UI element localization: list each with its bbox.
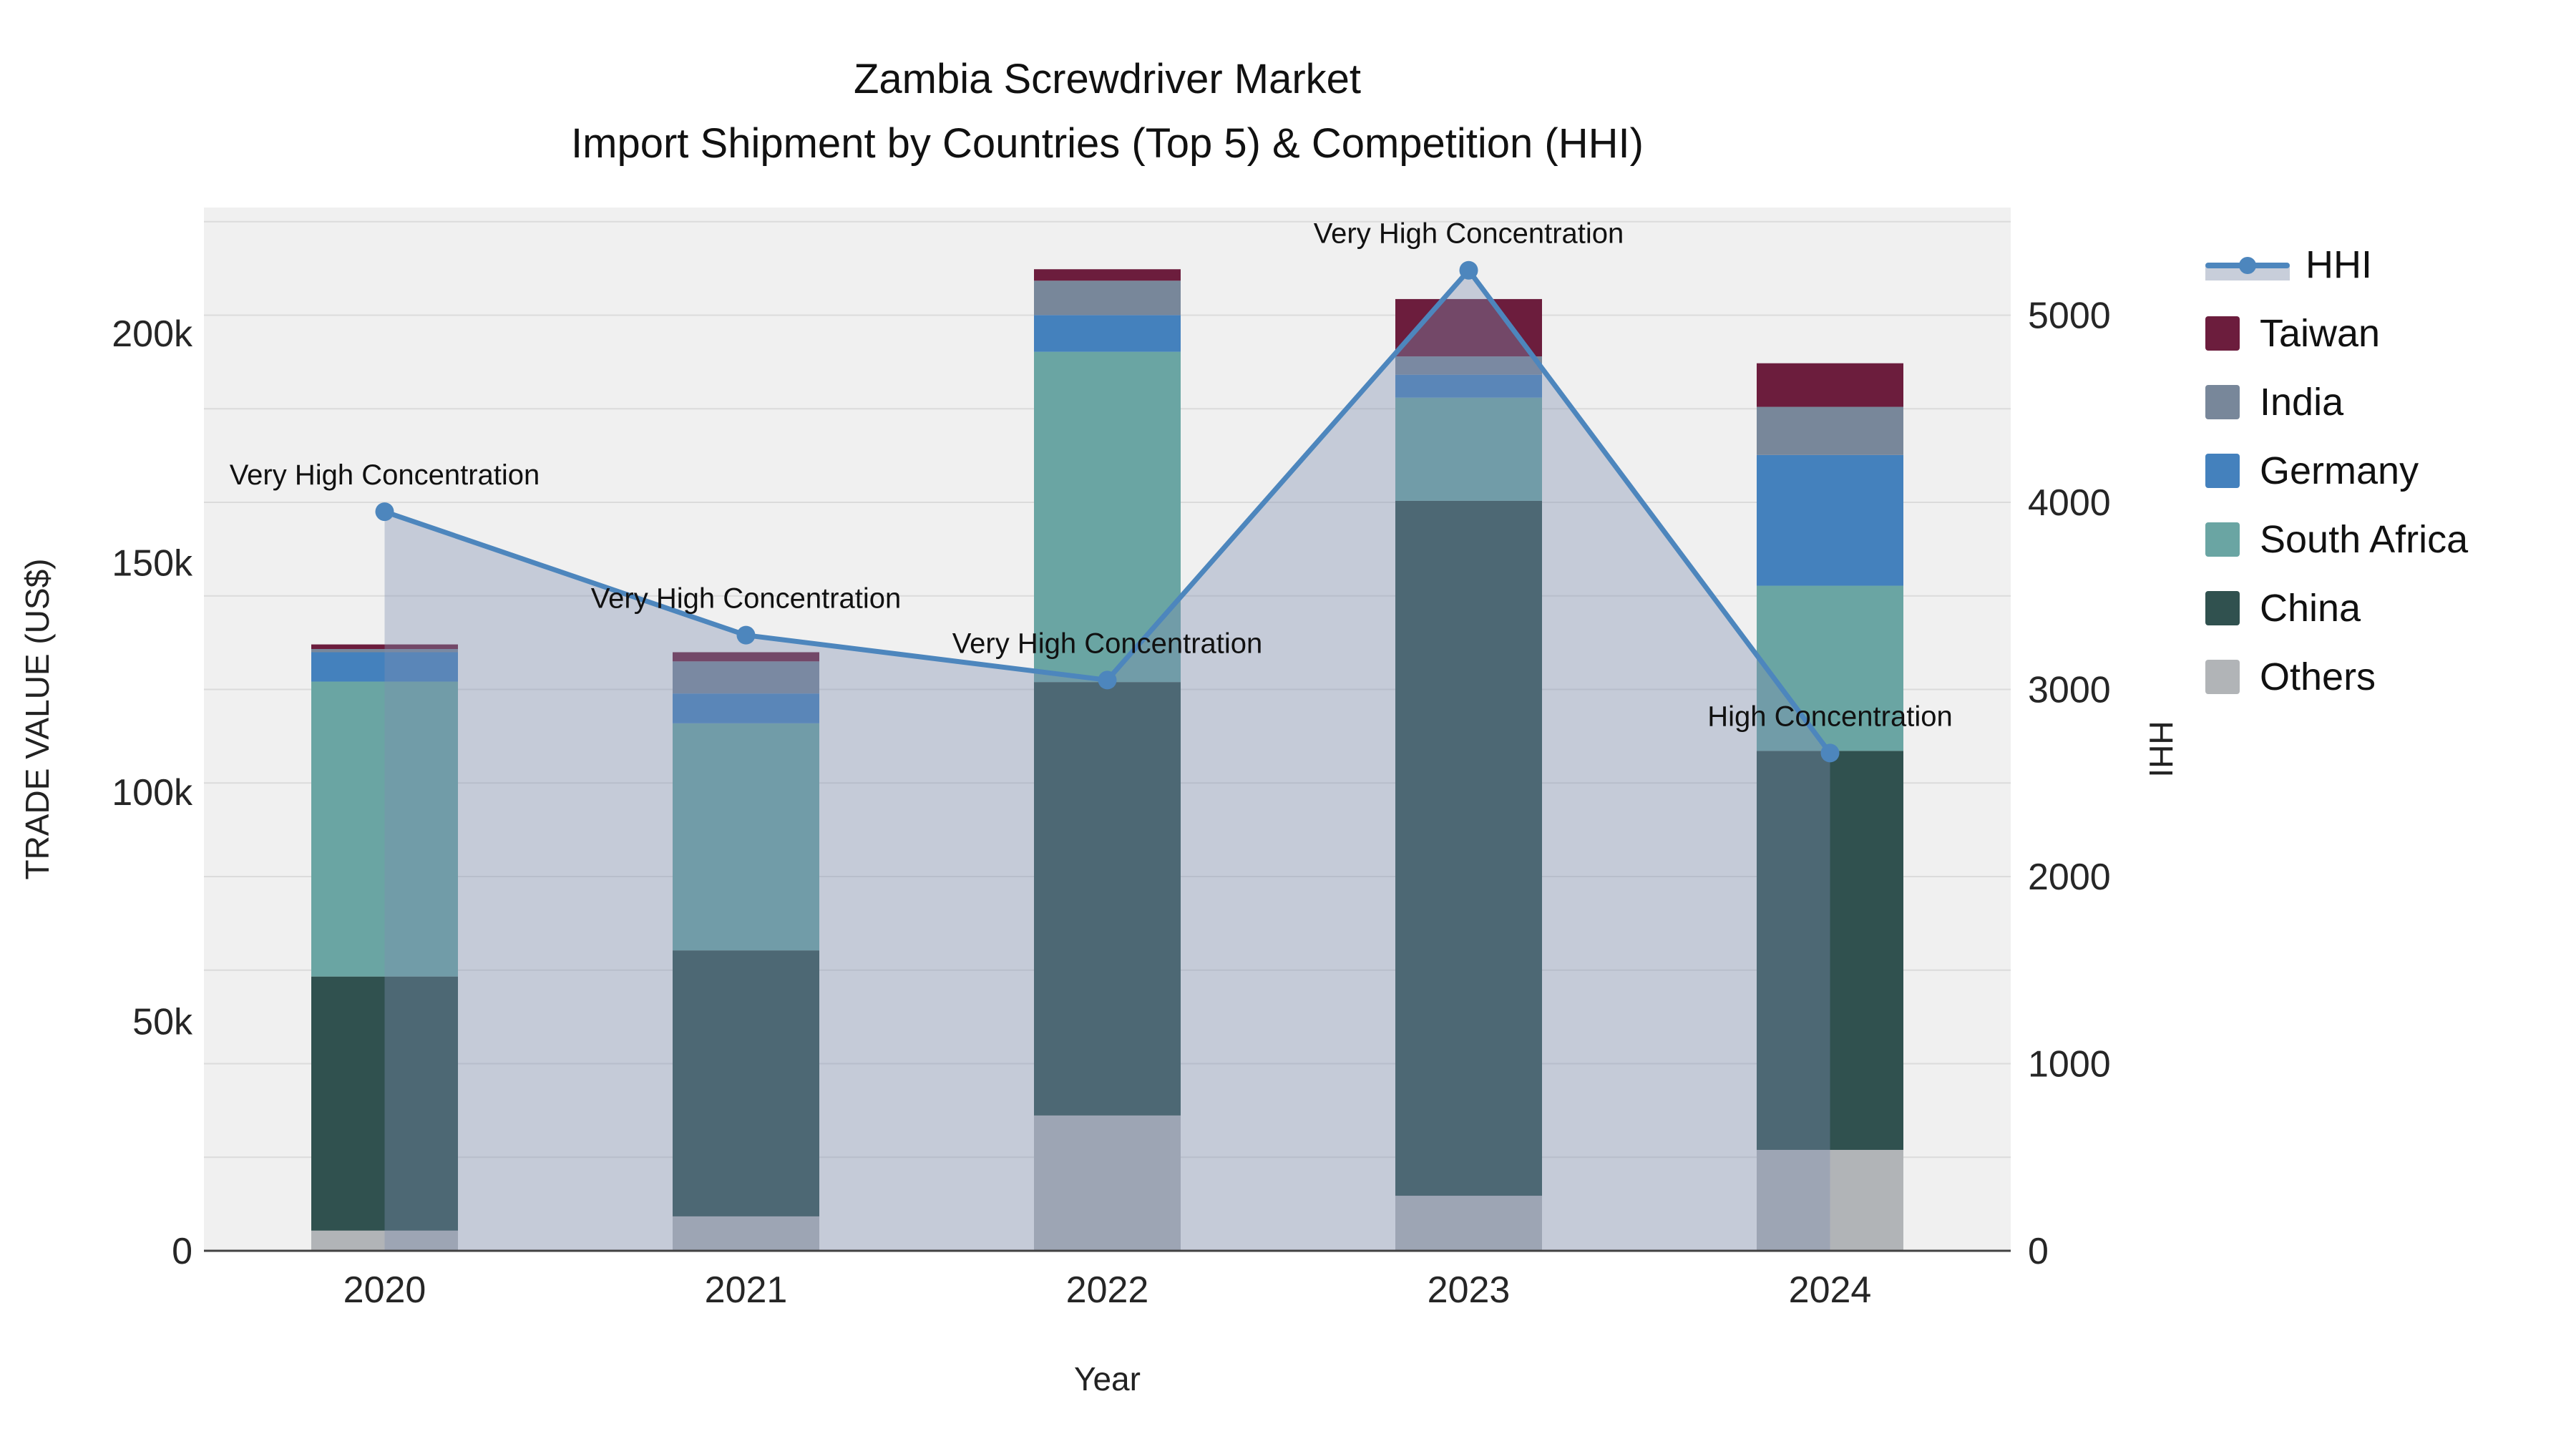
bar-segment-south-africa-2023 bbox=[1395, 397, 1542, 501]
legend-swatch-taiwan bbox=[2205, 316, 2240, 351]
bar-segment-india-2022 bbox=[1034, 280, 1181, 316]
legend: HHI Taiwan India Germany South Africa China Ot… bbox=[2205, 230, 2468, 711]
x-tick-2023: 2023 bbox=[1428, 1269, 1511, 1311]
legend-item-germany[interactable]: Germany bbox=[2205, 436, 2468, 505]
bar-segment-germany-2022 bbox=[1034, 315, 1181, 352]
legend-swatch-others bbox=[2205, 660, 2240, 694]
y-axis-title-right: HHI bbox=[2142, 721, 2180, 778]
bar-segment-india-2023 bbox=[1395, 356, 1542, 375]
legend-item-india[interactable]: India bbox=[2205, 368, 2468, 436]
legend-hhi-dot bbox=[2239, 257, 2256, 274]
bar-segment-taiwan-2021 bbox=[673, 652, 819, 662]
bar-segment-taiwan-2024 bbox=[1757, 363, 1903, 407]
bar-segment-others-2020 bbox=[311, 1230, 458, 1251]
bar-segment-others-2024 bbox=[1757, 1149, 1903, 1251]
legend-label: Taiwan bbox=[2260, 312, 2381, 355]
bar-segment-germany-2023 bbox=[1395, 374, 1542, 398]
annotation-2020: Very High Concentration bbox=[230, 459, 540, 491]
hhi-marker-2024 bbox=[1820, 743, 1840, 763]
legend-item-china[interactable]: China bbox=[2205, 574, 2468, 643]
bar-segment-south-africa-2024 bbox=[1757, 585, 1903, 751]
legend-label: India bbox=[2260, 381, 2344, 424]
y-right-tick-3000: 3000 bbox=[2028, 670, 2111, 711]
legend-item-south-africa[interactable]: South Africa bbox=[2205, 505, 2468, 574]
y-left-tick-0: 0 bbox=[172, 1231, 192, 1272]
legend-item-taiwan[interactable]: Taiwan bbox=[2205, 299, 2468, 368]
bar-segment-china-2022 bbox=[1034, 682, 1181, 1116]
hhi-marker-2023 bbox=[1459, 260, 1478, 280]
bar-segment-germany-2020 bbox=[311, 652, 458, 682]
bar-segment-china-2023 bbox=[1395, 500, 1542, 1196]
bar-segment-taiwan-2022 bbox=[1034, 269, 1181, 281]
bar-segment-china-2021 bbox=[673, 950, 819, 1216]
annotation-2021: Very High Concentration bbox=[591, 583, 902, 615]
bar-segment-china-2020 bbox=[311, 976, 458, 1231]
y-left-tick-100k: 100k bbox=[112, 772, 193, 814]
chart-title: Zambia Screwdriver Market bbox=[853, 56, 1362, 102]
legend-label: China bbox=[2260, 587, 2361, 630]
bar-segment-taiwan-2020 bbox=[311, 644, 458, 650]
legend-swatch-india bbox=[2205, 385, 2240, 419]
legend-swatch-china bbox=[2205, 591, 2240, 625]
x-tick-2021: 2021 bbox=[705, 1269, 788, 1311]
bar-segment-india-2021 bbox=[673, 661, 819, 694]
bar-segment-south-africa-2021 bbox=[673, 723, 819, 951]
y-right-tick-4000: 4000 bbox=[2028, 482, 2111, 524]
bar-segment-india-2020 bbox=[311, 649, 458, 653]
bar-segment-china-2024 bbox=[1757, 751, 1903, 1150]
y-axis-title-left: TRADE VALUE (US$) bbox=[19, 558, 56, 880]
legend-swatch-germany bbox=[2205, 454, 2240, 488]
y-left-tick-200k: 200k bbox=[112, 313, 193, 355]
legend-item-hhi[interactable]: HHI bbox=[2205, 230, 2468, 299]
annotation-2024: High Concentration bbox=[1707, 701, 1952, 732]
annotation-2023: Very High Concentration bbox=[1314, 218, 1624, 250]
x-tick-2022: 2022 bbox=[1066, 1269, 1149, 1311]
y-right-tick-0: 0 bbox=[2028, 1231, 2049, 1272]
legend-hhi-line-sample-icon bbox=[2205, 248, 2290, 282]
bar-segment-others-2021 bbox=[673, 1216, 819, 1251]
legend-swatch-south-africa bbox=[2205, 522, 2240, 557]
bar-segment-india-2024 bbox=[1757, 406, 1903, 455]
y-left-tick-150k: 150k bbox=[112, 543, 193, 585]
hhi-marker-2022 bbox=[1098, 670, 1117, 690]
x-tick-2024: 2024 bbox=[1789, 1269, 1872, 1311]
annotation-2022: Very High Concentration bbox=[952, 628, 1263, 659]
y-right-tick-2000: 2000 bbox=[2028, 857, 2111, 898]
legend-label: Germany bbox=[2260, 449, 2419, 492]
x-tick-2020: 2020 bbox=[343, 1269, 426, 1311]
y-right-tick-1000: 1000 bbox=[2028, 1044, 2111, 1085]
bar-segment-others-2022 bbox=[1034, 1115, 1181, 1251]
legend-item-others[interactable]: Others bbox=[2205, 643, 2468, 711]
x-axis-title: Year bbox=[1074, 1360, 1141, 1397]
y-left-tick-50k: 50k bbox=[132, 1002, 193, 1043]
hhi-area-fill bbox=[384, 270, 1830, 1251]
bar-segment-south-africa-2020 bbox=[311, 681, 458, 977]
hhi-marker-2021 bbox=[736, 625, 756, 645]
y-right-tick-5000: 5000 bbox=[2028, 296, 2111, 337]
legend-label: Others bbox=[2260, 655, 2376, 698]
bar-segment-germany-2024 bbox=[1757, 454, 1903, 586]
legend-label: HHI bbox=[2306, 243, 2372, 286]
bar-segment-others-2023 bbox=[1395, 1196, 1542, 1251]
legend-label: South Africa bbox=[2260, 518, 2469, 561]
hhi-marker-2020 bbox=[375, 502, 394, 522]
bar-segment-germany-2021 bbox=[673, 693, 819, 723]
chart-subtitle: Import Shipment by Countries (Top 5) & C… bbox=[571, 120, 1644, 167]
